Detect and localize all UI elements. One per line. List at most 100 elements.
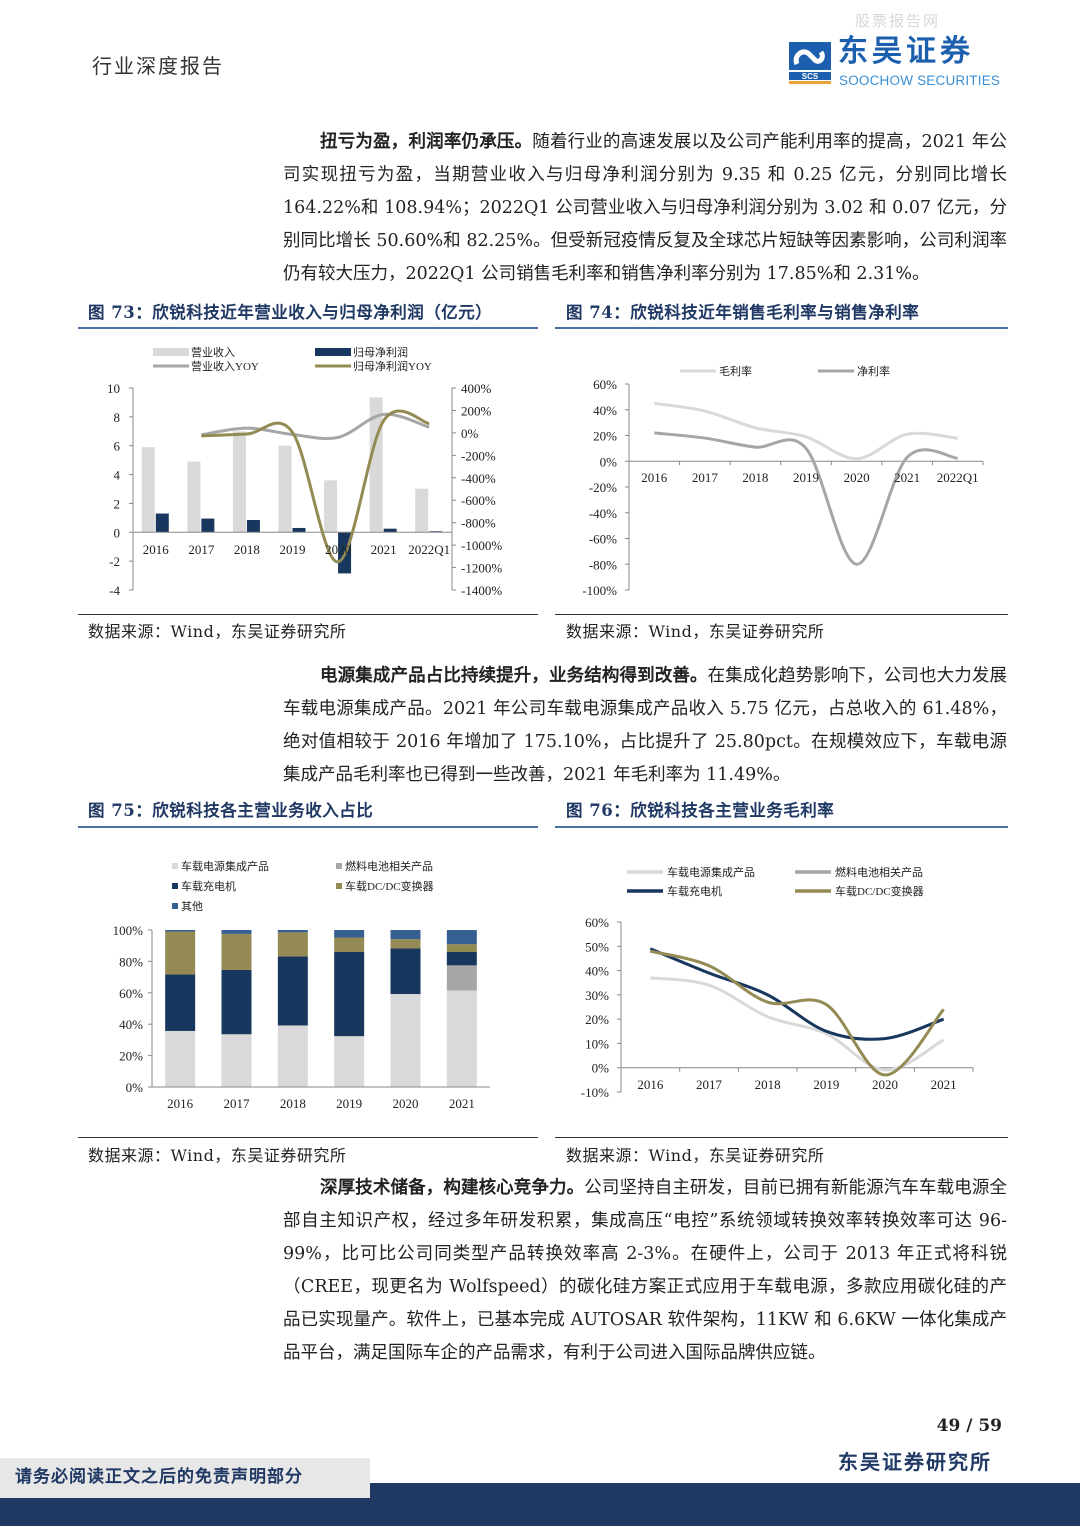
figure-75-bottom-rule	[78, 1137, 538, 1138]
stacked-bar-segment	[165, 931, 196, 975]
category-label: 2018	[280, 1096, 306, 1111]
right-tick-label: -1400%	[461, 583, 502, 598]
bar-net-profit	[201, 518, 215, 533]
left-tick-label: 6	[114, 439, 121, 454]
series-line-3	[201, 409, 430, 564]
disclaimer-box	[0, 1458, 370, 1498]
figure-73-rule	[78, 327, 538, 329]
footer-org: 东吴证券研究所	[838, 1450, 992, 1474]
tick-label: -100%	[582, 583, 617, 598]
page-number: 49 / 59	[936, 1416, 1002, 1436]
stacked-bar-segment	[446, 930, 477, 945]
bar-revenue	[232, 431, 246, 533]
stacked-bar-segment	[165, 1030, 196, 1087]
tick-label: -10%	[581, 1085, 609, 1100]
tick-label: -20%	[589, 480, 617, 495]
tick-label: 60%	[119, 986, 143, 1001]
stacked-bar-segment	[165, 930, 196, 932]
soochow-logo-icon: SCS	[789, 42, 831, 84]
bar-revenue	[187, 461, 201, 533]
category-label: 2016	[167, 1096, 194, 1111]
right-tick-label: -1200%	[461, 561, 502, 576]
figure-76-bottom-rule	[555, 1137, 1008, 1138]
stacked-bar-segment	[390, 939, 421, 949]
legend-label: 燃料电池相关产品	[345, 859, 433, 873]
legend-label: 营业收入YOY	[191, 359, 259, 373]
category-label: 2017	[188, 542, 215, 557]
figure-75-source: 数据来源：Wind，东吴证券研究所	[88, 1146, 347, 1165]
tick-label: 60%	[593, 377, 617, 392]
bar-net-profit	[429, 531, 443, 533]
logo-text-cn: 东吴证券	[838, 34, 974, 69]
bar-net-profit	[292, 527, 306, 533]
category-label: 2020	[393, 1096, 419, 1111]
category-label: 2019	[336, 1096, 362, 1111]
category-label: 2018	[742, 470, 768, 485]
right-tick-label: 200%	[461, 403, 492, 418]
figure-75-rule	[78, 826, 538, 828]
stacked-bar-segment	[221, 933, 252, 970]
category-label: 2016	[143, 542, 170, 557]
tick-label: 0%	[600, 454, 618, 469]
paragraph-body: 公司坚持自主研发，目前已拥有新能源汽车车载电源全部自主知识产权，经过多年研发积累…	[283, 1178, 1008, 1363]
bar-net-profit	[246, 520, 260, 533]
left-tick-label: 0	[114, 525, 121, 540]
tick-label: -40%	[589, 506, 617, 521]
figure-73-source: 数据来源：Wind，东吴证券研究所	[88, 622, 347, 641]
paragraph-body: 在集成化趋势影响下，公司也大力发展车载电源集成产品。2021 年公司车载电源集成…	[283, 666, 1008, 785]
category-label: 2018	[755, 1077, 781, 1092]
paragraph-profit: 扭亏为盈，利润率仍承压。随着行业的高速发展以及公司产能利用率的提高，2021 年…	[283, 126, 1007, 291]
legend-swatch	[172, 903, 178, 909]
category-label: 2020	[325, 542, 351, 557]
chart-segment-margins: 60% 50% 40% 30% 20% 10% 0% -10% 2016 2017 2018 2019…	[581, 865, 974, 1100]
figure-73-title: 图 73：欣锐科技近年营业收入与归母净利润（亿元）	[88, 303, 493, 322]
stacked-bar-segment	[390, 948, 421, 995]
stacked-bar-segment	[446, 944, 477, 953]
tick-label: 10%	[585, 1036, 609, 1051]
stacked-bar-segment	[221, 969, 252, 1035]
paragraph-lead: 深厚技术储备，构建核心竞争力。	[320, 1178, 585, 1198]
figure-74-rule	[555, 327, 1008, 329]
tick-label: 0%	[126, 1080, 144, 1095]
paragraph-lead: 电源集成产品占比持续提升，业务结构得到改善。	[320, 666, 708, 686]
logo-abbr: SCS	[802, 72, 819, 81]
bar-net-profit	[155, 513, 169, 533]
tick-label: 80%	[119, 954, 143, 969]
stacked-bar-segment	[277, 956, 308, 1026]
category-label: 2021	[894, 470, 920, 485]
tick-label: 20%	[593, 429, 617, 444]
legend-label: 燃料电池相关产品	[835, 865, 923, 879]
series-line-2	[649, 947, 945, 1041]
category-label: 2020	[844, 470, 870, 485]
logo-text-en: SOOCHOW SECURITIES	[839, 73, 1001, 88]
stacked-bar-segment	[390, 994, 421, 1087]
legend-label: 车载电源集成产品	[667, 865, 755, 879]
tick-label: 40%	[119, 1017, 143, 1032]
category-label: 2018	[234, 542, 260, 557]
legend-label: 车载充电机	[667, 884, 722, 898]
watermark: 股票报告网	[855, 12, 941, 30]
category-label: 2017	[696, 1077, 723, 1092]
tick-label: 30%	[585, 988, 609, 1003]
bar-revenue	[141, 447, 155, 533]
bar-net-profit	[383, 528, 397, 533]
right-tick-label: -400%	[461, 471, 496, 486]
stacked-bar-segment	[446, 965, 477, 991]
series-line-1	[654, 431, 958, 566]
category-label: 2019	[280, 542, 306, 557]
paragraph-body: 随着行业的高速发展以及公司产能利用率的提高，2021 年公司实现扭亏为盈，当期营…	[283, 132, 1007, 284]
legend-swatch	[172, 863, 178, 869]
legend-swatch	[315, 348, 351, 356]
category-label: 2021	[449, 1096, 475, 1111]
series-line-0	[650, 976, 945, 1072]
category-label: 2017	[692, 470, 719, 485]
stacked-bar-segment	[334, 937, 365, 952]
series-line-3	[649, 949, 945, 1077]
stacked-bar-segment	[277, 930, 308, 933]
right-tick-label: 400%	[461, 381, 492, 396]
stacked-bar-segment	[277, 1025, 308, 1087]
stacked-bar-segment	[334, 930, 365, 938]
legend-label: 车载充电机	[181, 879, 236, 893]
left-tick-label: 4	[114, 468, 121, 483]
disclaimer-text: 请务必阅读正文之后的免责声明部分	[15, 1467, 303, 1487]
